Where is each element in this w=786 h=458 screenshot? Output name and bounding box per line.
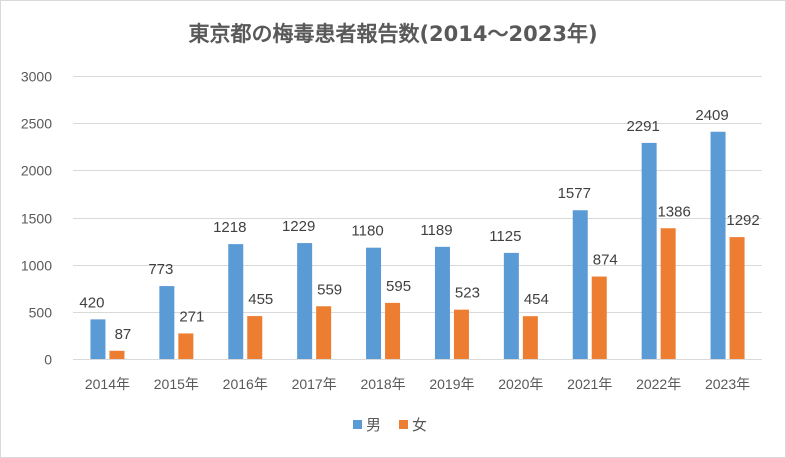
data-labels: 420 773 1218 1229 1180 1189 1125 1577 2291 2409 87… — [79, 107, 759, 343]
x-tick-label: 2016年 — [223, 376, 268, 392]
bar-male[interactable] — [90, 319, 106, 359]
y-tick-label: 2000 — [21, 163, 52, 179]
legend[interactable]: 男女 — [353, 416, 427, 434]
data-label: 1180 — [351, 223, 383, 240]
y-tick-label: 1000 — [21, 258, 52, 274]
bar-female[interactable] — [178, 333, 194, 359]
x-tick-label: 2022年 — [636, 376, 681, 392]
bar-male[interactable] — [159, 286, 175, 359]
bar-female[interactable] — [385, 302, 401, 359]
bar-male[interactable] — [503, 252, 519, 359]
bar-female[interactable] — [109, 350, 125, 359]
bar-male[interactable] — [641, 142, 657, 359]
x-tick-label: 2015年 — [154, 376, 199, 392]
data-label: 773 — [148, 261, 173, 278]
y-tick-label: 3000 — [21, 69, 52, 85]
legend-label-male[interactable]: 男 — [366, 416, 381, 434]
bar-female[interactable] — [591, 276, 607, 359]
x-tick-label: 2017年 — [292, 376, 337, 392]
bar-female[interactable] — [453, 309, 469, 359]
data-label: 1189 — [420, 222, 452, 239]
data-label: 420 — [79, 294, 104, 311]
chart-title: 東京都の梅毒患者報告数(2014～2023年) — [188, 22, 597, 46]
data-label: 2409 — [695, 107, 728, 124]
bar-male[interactable] — [710, 131, 726, 359]
data-label: 559 — [317, 281, 342, 298]
x-tick-label: 2020年 — [498, 376, 543, 392]
x-tick-label: 2023年 — [705, 376, 750, 392]
bar-female[interactable] — [316, 306, 332, 359]
data-label: 1386 — [657, 203, 690, 220]
data-label: 1577 — [558, 185, 591, 202]
y-tick-label: 0 — [44, 352, 52, 368]
bar-male[interactable] — [297, 243, 313, 359]
bar-female[interactable] — [247, 316, 263, 359]
x-tick-label: 2018年 — [360, 376, 405, 392]
y-tick-label: 1500 — [21, 211, 52, 227]
bar-male[interactable] — [572, 210, 588, 359]
x-tick-label: 2014年 — [85, 376, 130, 392]
legend-label-female[interactable]: 女 — [412, 416, 427, 434]
bar-male[interactable] — [434, 246, 450, 359]
bar-female[interactable] — [729, 237, 745, 359]
legend-swatch-male — [353, 420, 362, 429]
data-label: 1125 — [489, 228, 521, 245]
bar-male[interactable] — [366, 247, 382, 359]
axes: 0 500 1000 1500 2000 2500 3000 2014年 2015年 2016年 2… — [21, 69, 762, 392]
data-label: 455 — [248, 291, 273, 308]
bars — [90, 131, 745, 359]
data-label: 2291 — [626, 118, 659, 135]
x-tick-label: 2019年 — [429, 376, 474, 392]
data-label: 1218 — [213, 219, 246, 236]
y-tick-label: 500 — [29, 305, 53, 321]
data-label: 523 — [455, 285, 480, 302]
bar-female[interactable] — [660, 228, 676, 359]
data-label: 1292 — [726, 212, 759, 229]
legend-swatch-female — [399, 420, 408, 429]
data-label: 87 — [115, 326, 132, 343]
data-label: 454 — [524, 291, 549, 308]
bar-male[interactable] — [228, 244, 244, 359]
x-tick-label: 2021年 — [567, 376, 612, 392]
data-label: 271 — [179, 308, 204, 325]
y-tick-label: 2500 — [21, 116, 52, 132]
bar-female[interactable] — [522, 316, 538, 359]
data-label: 595 — [386, 278, 411, 295]
data-label: 874 — [593, 252, 618, 269]
data-label: 1229 — [282, 218, 315, 235]
